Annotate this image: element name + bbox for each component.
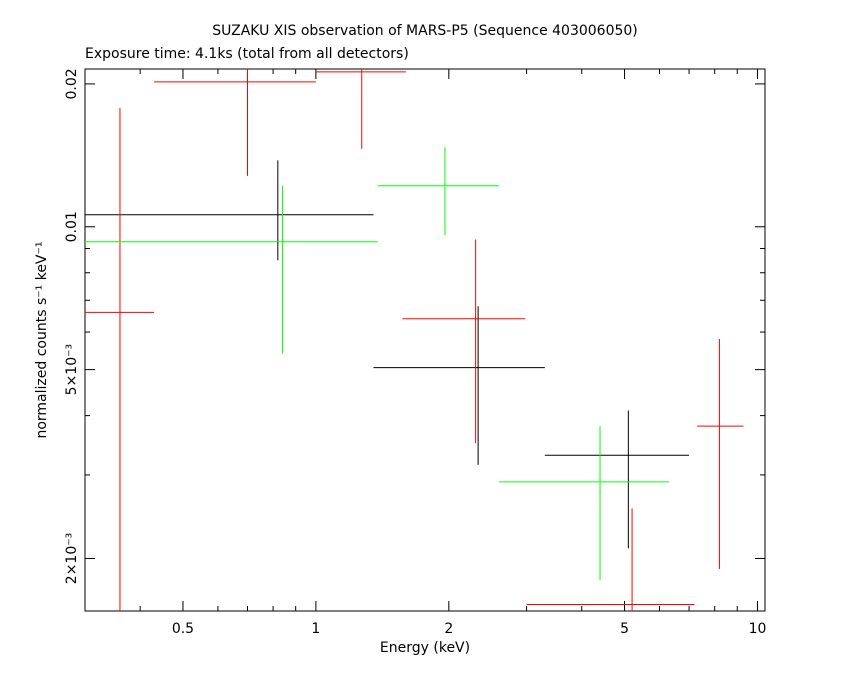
x-tick-label: 1 — [311, 621, 320, 637]
y-tick-label: 5×10⁻³ — [64, 344, 80, 395]
data-point — [499, 426, 669, 581]
data-point — [85, 160, 374, 261]
data-point — [85, 185, 378, 354]
chart-title: SUZAKU XIS observation of MARS-P5 (Seque… — [212, 23, 638, 39]
data-point — [526, 508, 695, 611]
x-tick-label: 10 — [749, 621, 767, 637]
chart-subtitle: Exposure time: 4.1ks (total from all det… — [85, 46, 409, 62]
data-point — [85, 107, 155, 611]
x-tick-label: 5 — [620, 621, 629, 637]
y-tick-label: 2×10⁻³ — [64, 533, 80, 584]
data-point — [315, 69, 407, 149]
data-point — [377, 147, 500, 236]
data-point — [402, 239, 526, 444]
data-point — [154, 69, 316, 176]
axis-ticks — [84, 69, 765, 611]
x-tick-label: 0.5 — [172, 621, 194, 637]
x-tick-label: 2 — [444, 621, 453, 637]
y-tick-label: 0.02 — [64, 68, 80, 99]
x-axis-label: Energy (keV) — [379, 640, 471, 656]
data-marks — [85, 69, 744, 611]
axis-tick-labels: 0.5 1 2 5 10 2×10⁻³ 5×10⁻³ 0.01 0.02 — [64, 68, 766, 637]
plot-frame — [84, 68, 766, 612]
data-point — [373, 306, 545, 465]
data-point — [697, 339, 744, 570]
data-point — [544, 410, 690, 549]
y-tick-label: 0.01 — [64, 211, 80, 242]
